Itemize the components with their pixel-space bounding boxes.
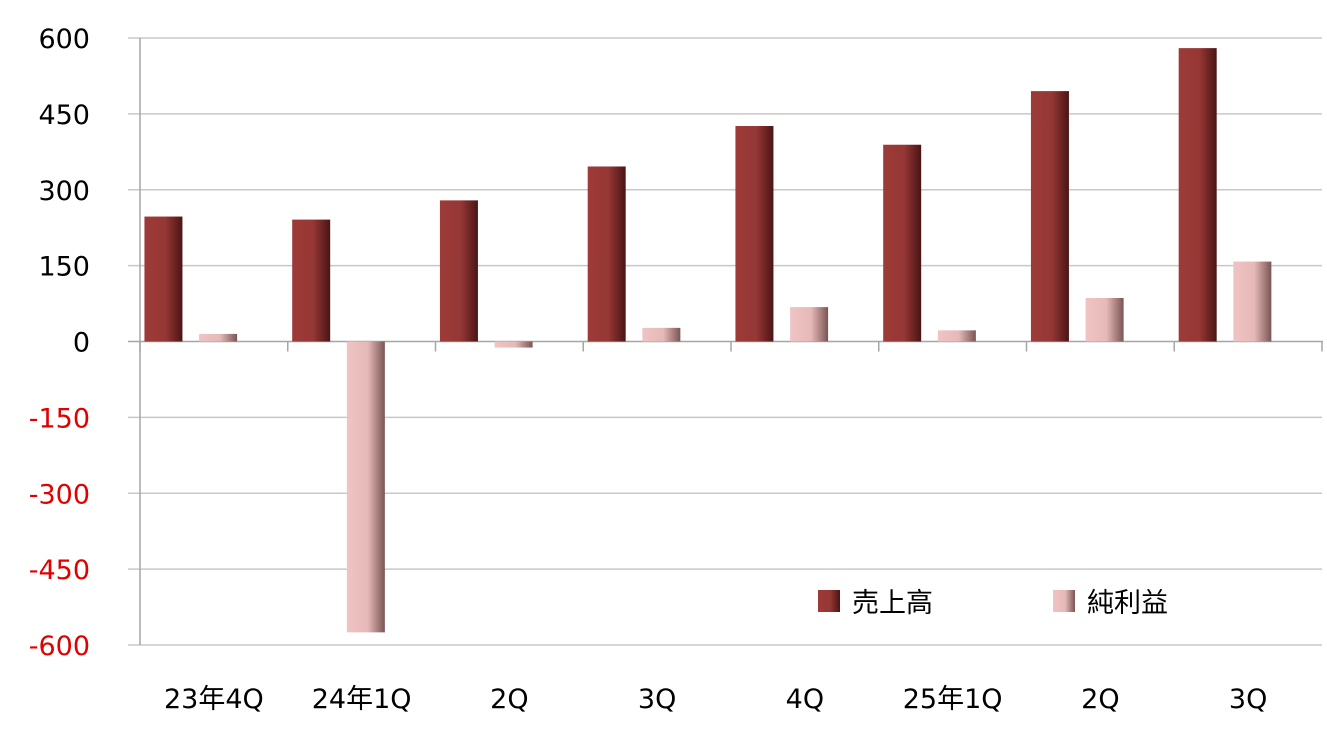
bar-net-income-5 [937,330,976,342]
bar-net-income-3 [642,327,681,342]
bars [144,48,1272,633]
bar-sales-5 [883,144,922,342]
y-tick-label: -450 [29,555,90,586]
bar-sales-0 [144,216,183,342]
bar-sales-1 [292,219,331,342]
bar-net-income-2 [494,341,533,348]
bar-sales-2 [439,200,478,342]
y-tick-labels: 600 450 300 150 0 -150 -300 -450 -600 [29,24,90,662]
bar-net-income-7 [1233,261,1272,342]
x-tick-label: 2Q [490,684,528,715]
y-tick-label: 0 [73,328,90,359]
legend-swatch-sales [818,590,840,612]
y-tick-label: 600 [38,24,90,55]
bar-sales-3 [587,166,626,342]
bar-net-income-0 [199,333,238,342]
y-tick-label: 450 [38,100,90,131]
x-tick-labels: 23年4Q 24年1Q 2Q 3Q 4Q 25年1Q 2Q 3Q [164,684,1267,715]
bar-net-income-6 [1085,297,1124,342]
bar-sales-6 [1030,91,1069,342]
y-tick-label: -300 [29,479,90,510]
bar-sales-4 [735,126,774,342]
x-tick-label: 3Q [638,684,676,715]
y-tick-label: 300 [38,176,90,207]
y-tick-label: 150 [38,252,90,283]
legend-label-net-income: 純利益 [1087,588,1168,619]
x-tick-label: 2Q [1081,684,1119,715]
x-tick-label: 25年1Q [903,684,1003,715]
x-tick-label: 3Q [1229,684,1267,715]
legend: 売上高 純利益 [818,588,1168,619]
legend-label-sales: 売上高 [852,588,933,619]
y-tick-label: -150 [29,403,90,434]
bar-net-income-4 [790,307,829,342]
x-tick-label: 24年1Q [312,684,412,715]
bar-net-income-1 [346,341,385,633]
x-tick-label: 23年4Q [164,684,264,715]
bar-sales-7 [1178,48,1217,342]
y-tick-label: -600 [29,631,90,662]
legend-swatch-net-income [1053,590,1075,612]
x-tick-label: 4Q [786,684,824,715]
